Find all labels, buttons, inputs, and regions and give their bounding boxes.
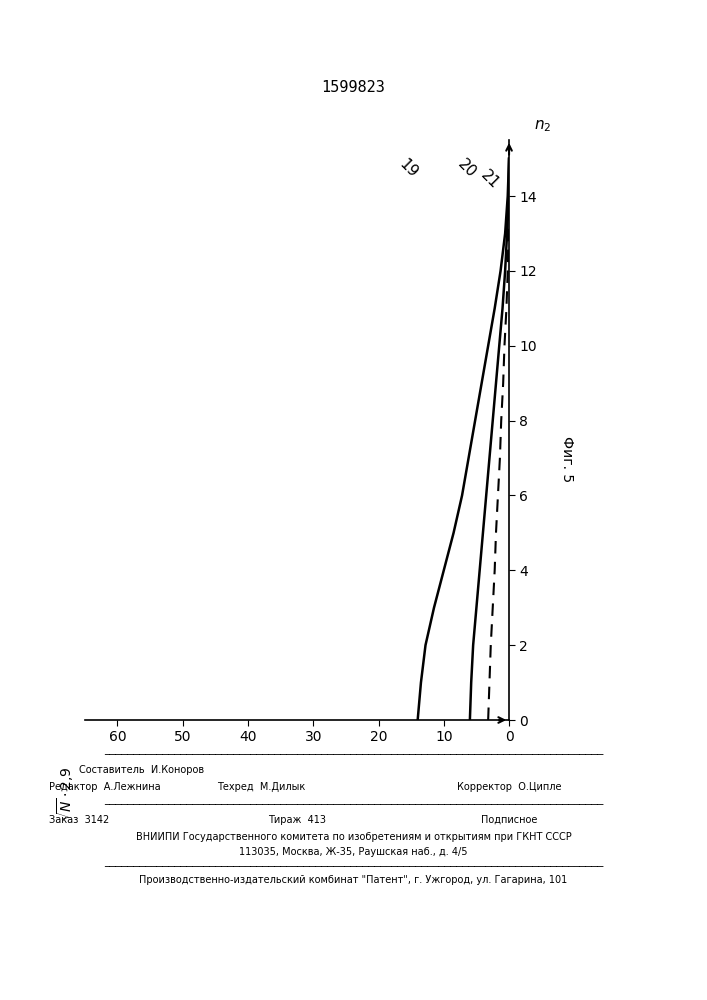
Text: Подписное: Подписное xyxy=(481,815,537,825)
Text: Фиг. 5: Фиг. 5 xyxy=(560,436,574,482)
Text: 113035, Москва, Ж-35, Раушская наб., д. 4/5: 113035, Москва, Ж-35, Раушская наб., д. … xyxy=(239,847,468,857)
Text: 19: 19 xyxy=(396,156,420,180)
Text: ────────────────────────────────────────────────────────────────────────────────: ────────────────────────────────────────… xyxy=(104,750,603,760)
Text: Тираж  413: Тираж 413 xyxy=(268,815,326,825)
Text: $n_2$: $n_2$ xyxy=(534,118,551,134)
Text: Корректор  О.Ципле: Корректор О.Ципле xyxy=(457,782,561,792)
Text: 20: 20 xyxy=(455,156,479,180)
Text: ────────────────────────────────────────────────────────────────────────────────: ────────────────────────────────────────… xyxy=(104,800,603,810)
Text: 21: 21 xyxy=(478,167,502,192)
Text: 1599823: 1599823 xyxy=(322,80,385,95)
Text: ВНИИПИ Государственного комитета по изобретениям и открытиям при ГКНТ СССР: ВНИИПИ Государственного комитета по изоб… xyxy=(136,832,571,842)
Text: Составитель  И.Коноров: Составитель И.Коноров xyxy=(79,765,204,775)
Text: Редактор  А.Лежнина: Редактор А.Лежнина xyxy=(49,782,161,792)
Text: Техред  М.Дилык: Техред М.Дилык xyxy=(218,782,305,792)
Text: ────────────────────────────────────────────────────────────────────────────────: ────────────────────────────────────────… xyxy=(104,862,603,872)
Text: Заказ  3142: Заказ 3142 xyxy=(49,815,110,825)
Text: $\sqrt{N} \cdot 2{,}9$: $\sqrt{N} \cdot 2{,}9$ xyxy=(56,766,76,821)
Text: Производственно-издательский комбинат "Патент", г. Ужгород, ул. Гагарина, 101: Производственно-издательский комбинат "П… xyxy=(139,875,568,885)
